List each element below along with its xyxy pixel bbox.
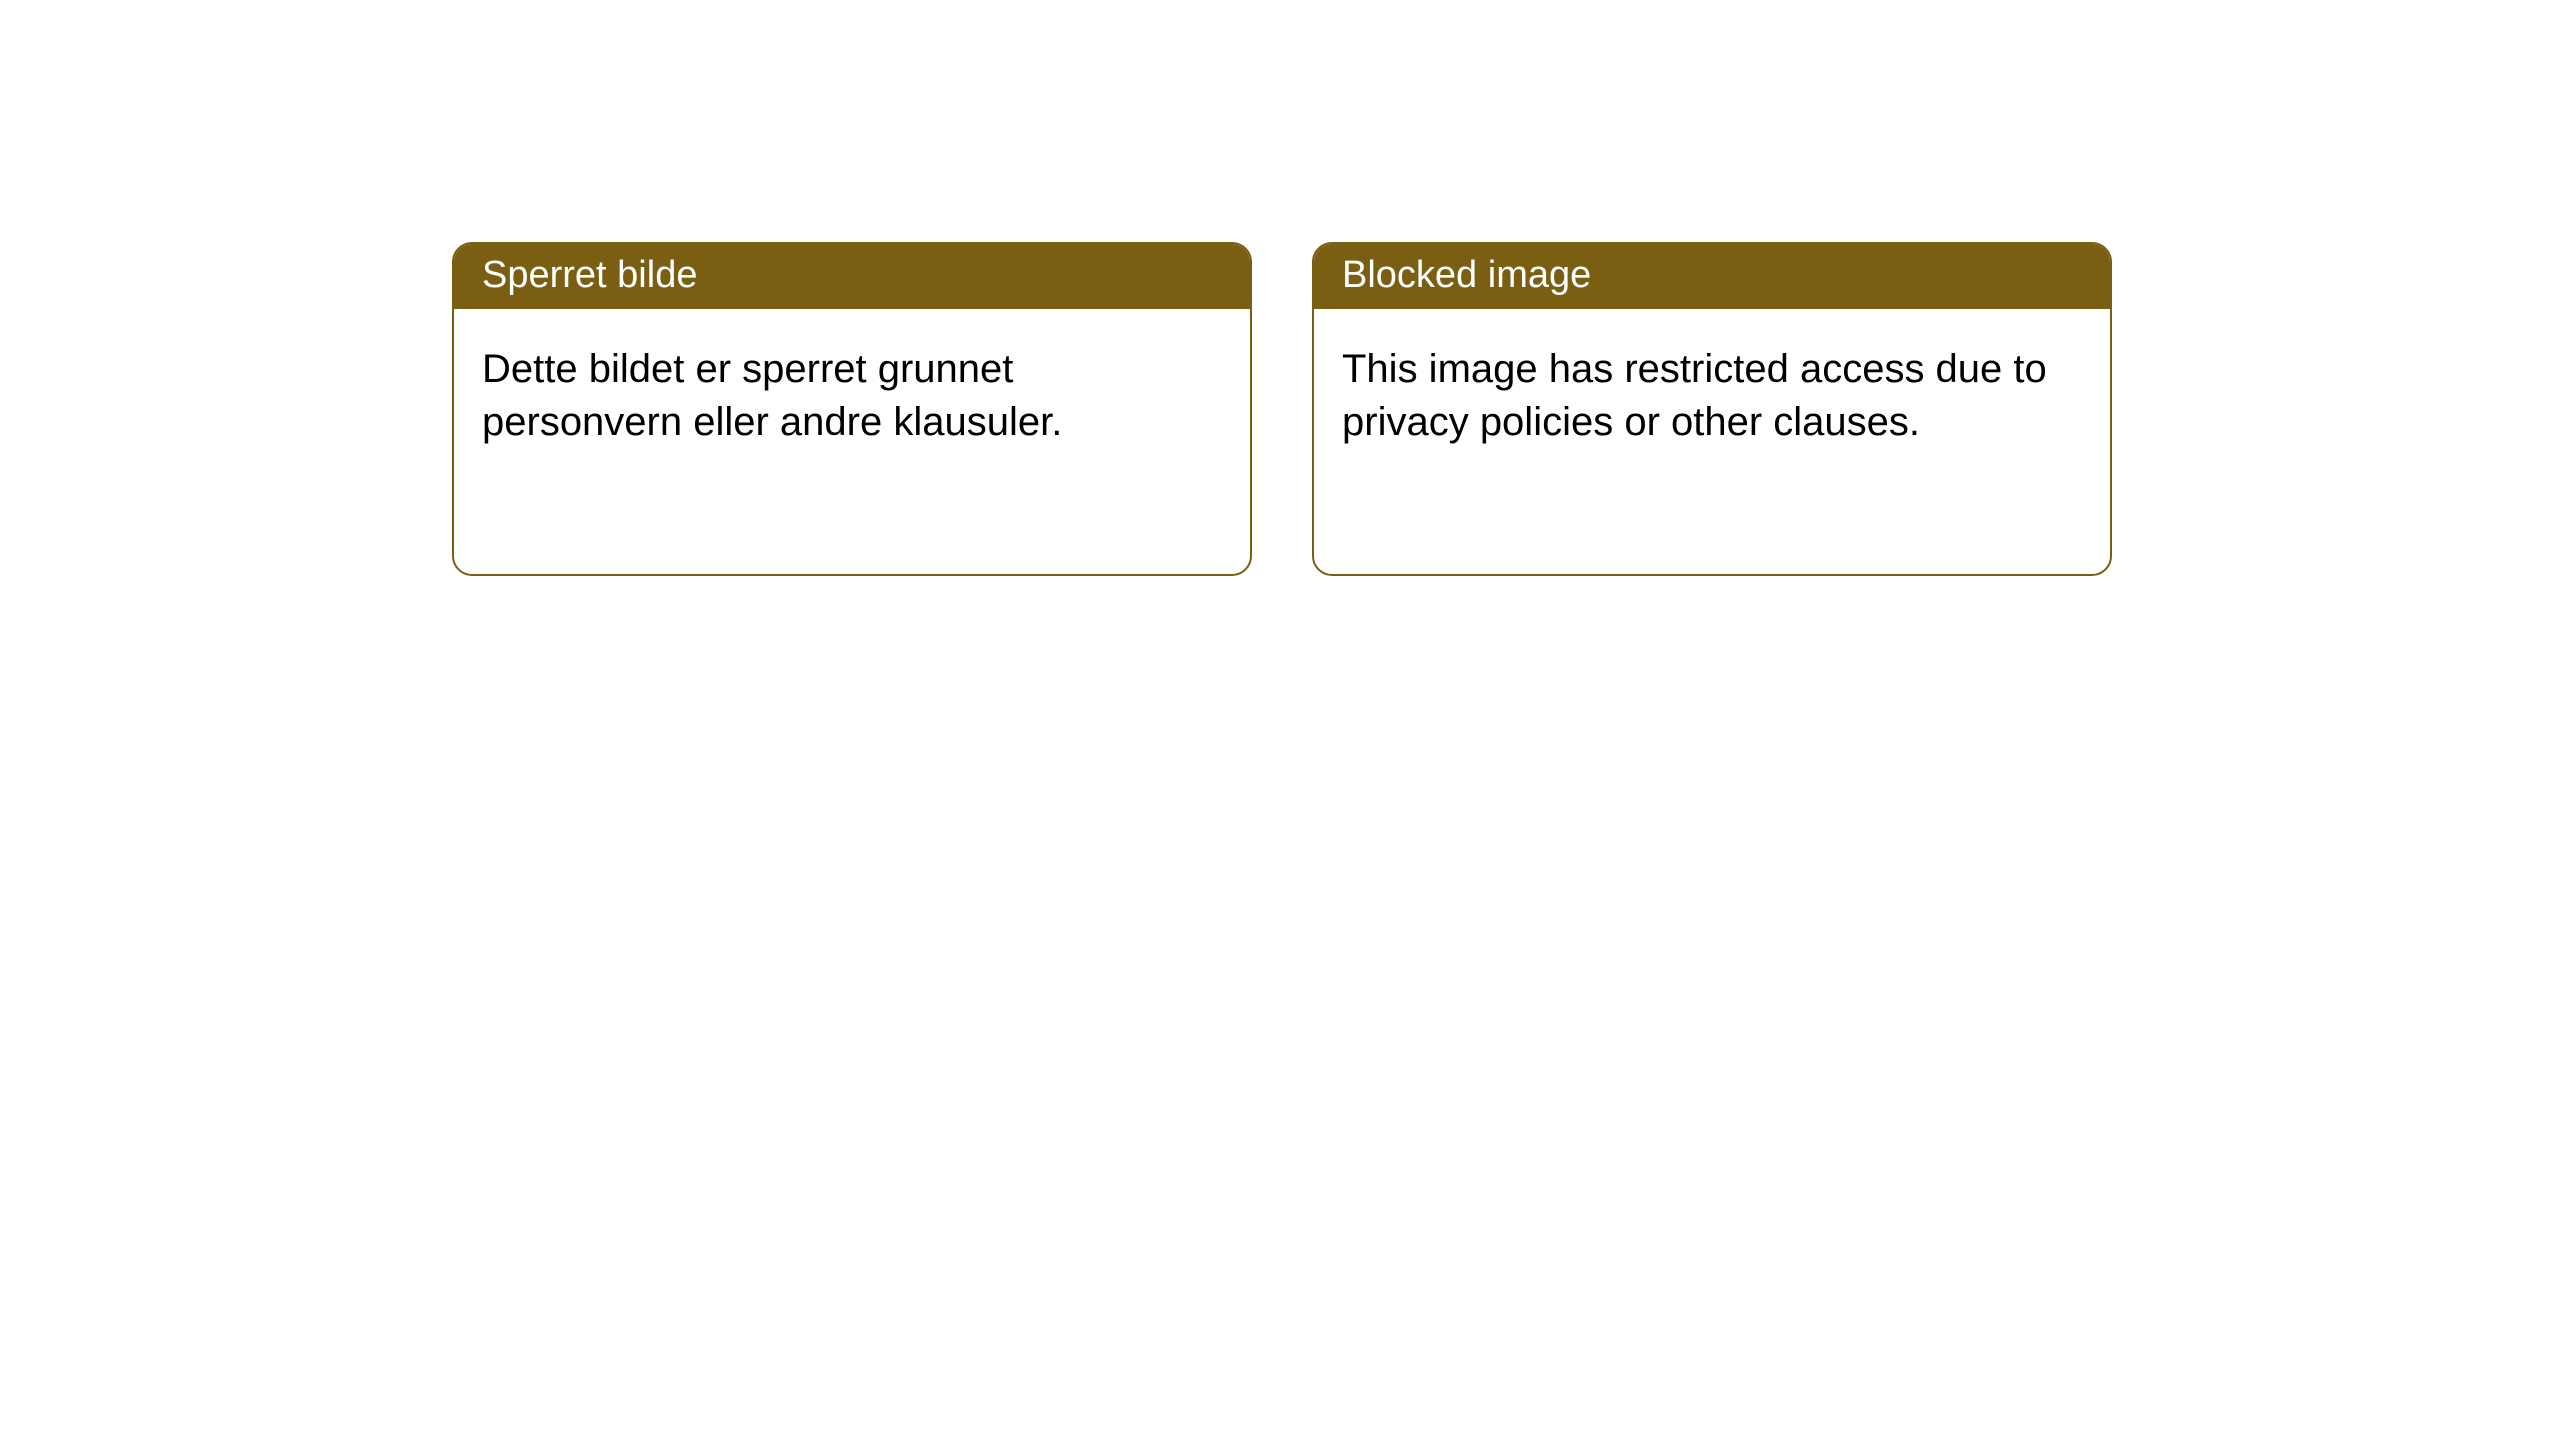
card-title: Sperret bilde	[482, 254, 697, 296]
card-title: Blocked image	[1342, 254, 1591, 296]
notice-card-norwegian: Sperret bilde Dette bildet er sperret gr…	[452, 242, 1252, 576]
card-header: Blocked image	[1314, 244, 2110, 309]
notice-card-english: Blocked image This image has restricted …	[1312, 242, 2112, 576]
card-body: This image has restricted access due to …	[1314, 309, 2110, 483]
card-body: Dette bildet er sperret grunnet personve…	[454, 309, 1250, 483]
card-body-text: Dette bildet er sperret grunnet personve…	[482, 347, 1062, 444]
card-body-text: This image has restricted access due to …	[1342, 347, 2047, 444]
notice-container: Sperret bilde Dette bildet er sperret gr…	[0, 0, 2560, 576]
card-header: Sperret bilde	[454, 244, 1250, 309]
